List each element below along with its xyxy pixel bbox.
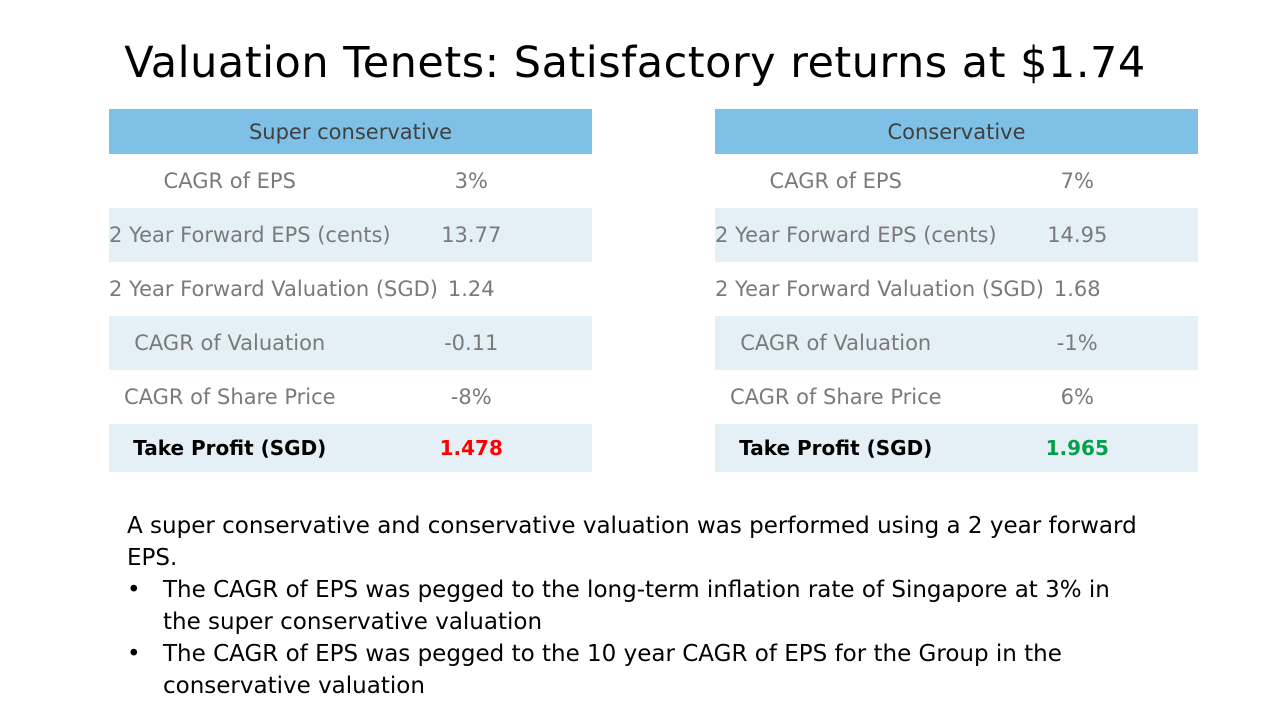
take-profit-row: Take Profit (SGD) 1.478: [109, 424, 592, 472]
bullet-text: The CAGR of EPS was pegged to the long-t…: [163, 577, 1110, 635]
conservative-table: Conservative CAGR of EPS 7% 2 Year Forwa…: [715, 109, 1198, 472]
row-value: -0.11: [350, 316, 592, 370]
row-value: -1%: [956, 316, 1198, 370]
notes-text-box: A super conservative and conservative va…: [127, 510, 1137, 702]
table-row: CAGR of EPS 7%: [715, 154, 1198, 208]
take-profit-label: Take Profit (SGD): [715, 424, 957, 472]
row-label: CAGR of EPS: [769, 169, 902, 193]
row-value: 1.24: [447, 277, 495, 301]
list-item: • The CAGR of EPS was pegged to the long…: [127, 574, 1137, 638]
table-row: 2 Year Forward EPS (cents) 14.95: [715, 208, 1198, 262]
row-label: CAGR of Share Price: [729, 385, 942, 409]
row-label: CAGR of Share Price: [123, 385, 336, 409]
notes-bullet-list: • The CAGR of EPS was pegged to the long…: [127, 574, 1137, 702]
table-row: CAGR of EPS 3%: [109, 154, 592, 208]
row-label: 2 Year Forward Valuation (SGD): [715, 277, 1044, 301]
table-row: 2 Year Forward Valuation (SGD) 1.68: [715, 262, 1198, 316]
row-value: 14.95: [956, 208, 1198, 262]
take-profit-row: Take Profit (SGD) 1.965: [715, 424, 1198, 472]
row-value: 13.77: [350, 208, 592, 262]
table-row: CAGR of Valuation -1%: [715, 316, 1198, 370]
table-header: Conservative: [715, 109, 1198, 154]
row-label: 2 Year Forward EPS (cents): [109, 208, 391, 262]
table-row: CAGR of Share Price -8%: [109, 370, 592, 424]
row-value: 3%: [454, 169, 488, 193]
table-row: CAGR of Share Price 6%: [715, 370, 1198, 424]
notes-intro: A super conservative and conservative va…: [127, 513, 1137, 571]
super-conservative-table: Super conservative CAGR of EPS 3% 2 Year…: [109, 109, 592, 472]
table-header: Super conservative: [109, 109, 592, 154]
take-profit-value: 1.478: [350, 424, 592, 472]
table-row: 2 Year Forward Valuation (SGD) 1.24: [109, 262, 592, 316]
row-label: 2 Year Forward Valuation (SGD): [109, 277, 438, 301]
take-profit-label: Take Profit (SGD): [109, 424, 351, 472]
row-value: 1.68: [1053, 277, 1101, 301]
row-value: 7%: [1060, 169, 1094, 193]
row-label: 2 Year Forward EPS (cents): [715, 208, 997, 262]
row-label: CAGR of Valuation: [109, 316, 351, 370]
take-profit-value: 1.965: [956, 424, 1198, 472]
row-label: CAGR of EPS: [163, 169, 296, 193]
table-row: CAGR of Valuation -0.11: [109, 316, 592, 370]
row-label: CAGR of Valuation: [715, 316, 957, 370]
row-value: 6%: [1060, 385, 1094, 409]
slide-title: Valuation Tenets: Satisfactory returns a…: [124, 38, 1146, 88]
table-header-row: Super conservative: [109, 109, 592, 154]
bullet-text: The CAGR of EPS was pegged to the 10 yea…: [163, 641, 1062, 699]
table-row: 2 Year Forward EPS (cents) 13.77: [109, 208, 592, 262]
bullet-icon: •: [127, 641, 141, 667]
table-header-row: Conservative: [715, 109, 1198, 154]
list-item: • The CAGR of EPS was pegged to the 10 y…: [127, 638, 1137, 702]
bullet-icon: •: [127, 577, 141, 603]
row-value: -8%: [450, 385, 492, 409]
